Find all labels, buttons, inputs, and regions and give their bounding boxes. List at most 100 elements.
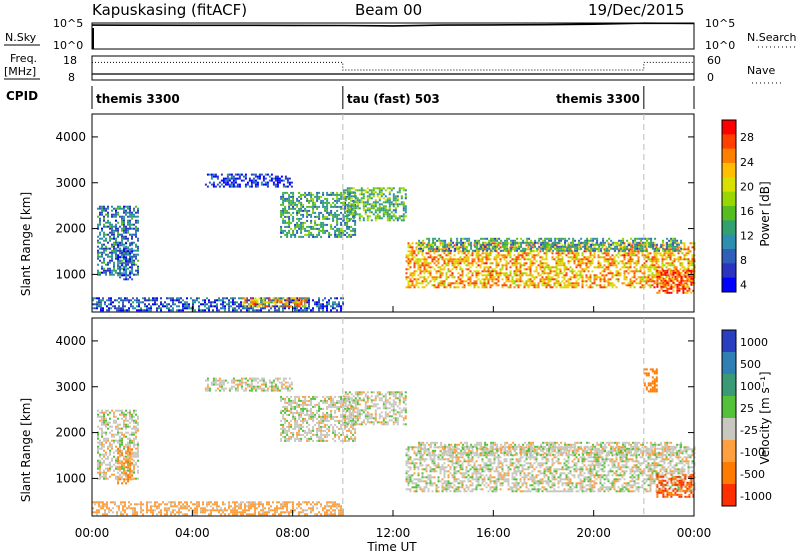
data-cell <box>101 445 103 448</box>
data-cell <box>565 274 568 277</box>
data-cell <box>587 248 590 251</box>
data-cell <box>644 241 647 244</box>
data-cell <box>123 445 125 448</box>
data-cell <box>115 251 117 254</box>
data-cell <box>188 305 190 308</box>
data-cell <box>366 219 369 222</box>
data-cell <box>551 266 554 269</box>
data-cell <box>550 237 553 240</box>
data-cell <box>583 280 586 283</box>
data-cell <box>115 249 117 252</box>
data-cell <box>491 268 494 271</box>
data-cell <box>467 278 470 281</box>
data-cell <box>296 225 299 228</box>
data-cell <box>417 286 420 289</box>
data-cell <box>447 254 450 257</box>
data-cell <box>324 229 327 232</box>
data-cell <box>127 474 130 477</box>
data-cell <box>473 280 476 283</box>
data-cell <box>101 267 103 270</box>
data-cell <box>519 276 522 279</box>
data-cell <box>368 207 371 210</box>
data-cell <box>238 303 240 306</box>
data-cell <box>515 272 518 275</box>
data-cell <box>308 225 311 228</box>
data-cell <box>557 264 560 267</box>
data-cell <box>571 286 574 289</box>
data-cell <box>162 303 164 306</box>
data-cell <box>282 193 285 196</box>
data-cell <box>435 270 438 273</box>
data-cell <box>557 268 560 271</box>
data-cell <box>466 249 469 252</box>
data-cell <box>344 203 347 206</box>
data-cell <box>202 299 204 302</box>
data-cell <box>631 284 634 287</box>
data-cell <box>107 477 109 480</box>
data-cell <box>672 289 675 292</box>
data-cell <box>101 435 103 438</box>
data-cell <box>639 266 642 269</box>
data-cell <box>605 246 608 249</box>
data-cell <box>127 250 130 253</box>
data-cell <box>659 266 662 269</box>
data-cell <box>649 270 652 273</box>
data-cell <box>402 205 405 208</box>
data-cell <box>649 280 652 283</box>
data-cell <box>602 241 605 244</box>
data-cell <box>97 413 99 416</box>
data-cell <box>137 465 139 468</box>
data-cell <box>119 439 121 442</box>
data-cell <box>298 305 301 308</box>
data-cell <box>664 279 667 282</box>
data-cell <box>97 251 99 254</box>
data-cell <box>218 185 221 188</box>
data-cell <box>111 425 113 428</box>
data-cell <box>192 309 194 312</box>
data-cell <box>308 297 310 300</box>
data-cell <box>380 187 383 190</box>
data-cell <box>465 274 468 277</box>
data-cell <box>330 309 332 312</box>
data-cell <box>623 282 626 285</box>
data-cell <box>413 264 416 267</box>
data-cell <box>473 284 476 287</box>
data-cell <box>334 297 336 300</box>
data-cell <box>250 183 253 186</box>
data-cell <box>512 239 515 242</box>
data-cell <box>115 207 117 210</box>
data-cell <box>113 261 115 264</box>
data-cell <box>483 282 486 285</box>
data-cell <box>117 221 119 224</box>
data-cell <box>641 252 644 255</box>
data-cell <box>384 189 387 192</box>
data-cell <box>176 309 178 312</box>
data-cell <box>106 309 108 312</box>
data-cell <box>617 272 620 275</box>
data-cell <box>669 258 672 261</box>
data-cell <box>111 237 113 240</box>
data-cell <box>453 286 456 289</box>
data-cell <box>117 429 119 432</box>
data-cell <box>524 241 527 244</box>
data-cell <box>122 305 124 308</box>
data-cell <box>489 274 492 277</box>
data-cell <box>687 264 690 267</box>
data-cell <box>318 213 321 216</box>
data-cell <box>605 254 608 257</box>
data-cell <box>658 275 661 278</box>
data-cell <box>645 264 648 267</box>
data-cell <box>419 268 422 271</box>
data-cell <box>133 255 135 258</box>
data-cell <box>140 301 142 304</box>
data-cell <box>672 241 675 244</box>
data-cell <box>540 241 543 244</box>
data-cell <box>656 271 659 274</box>
data-cell <box>479 266 482 269</box>
data-cell <box>453 266 456 269</box>
data-cell <box>647 254 650 257</box>
data-cell <box>481 246 484 249</box>
data-cell <box>103 261 105 264</box>
data-cell <box>326 191 329 194</box>
data-cell <box>320 307 322 310</box>
